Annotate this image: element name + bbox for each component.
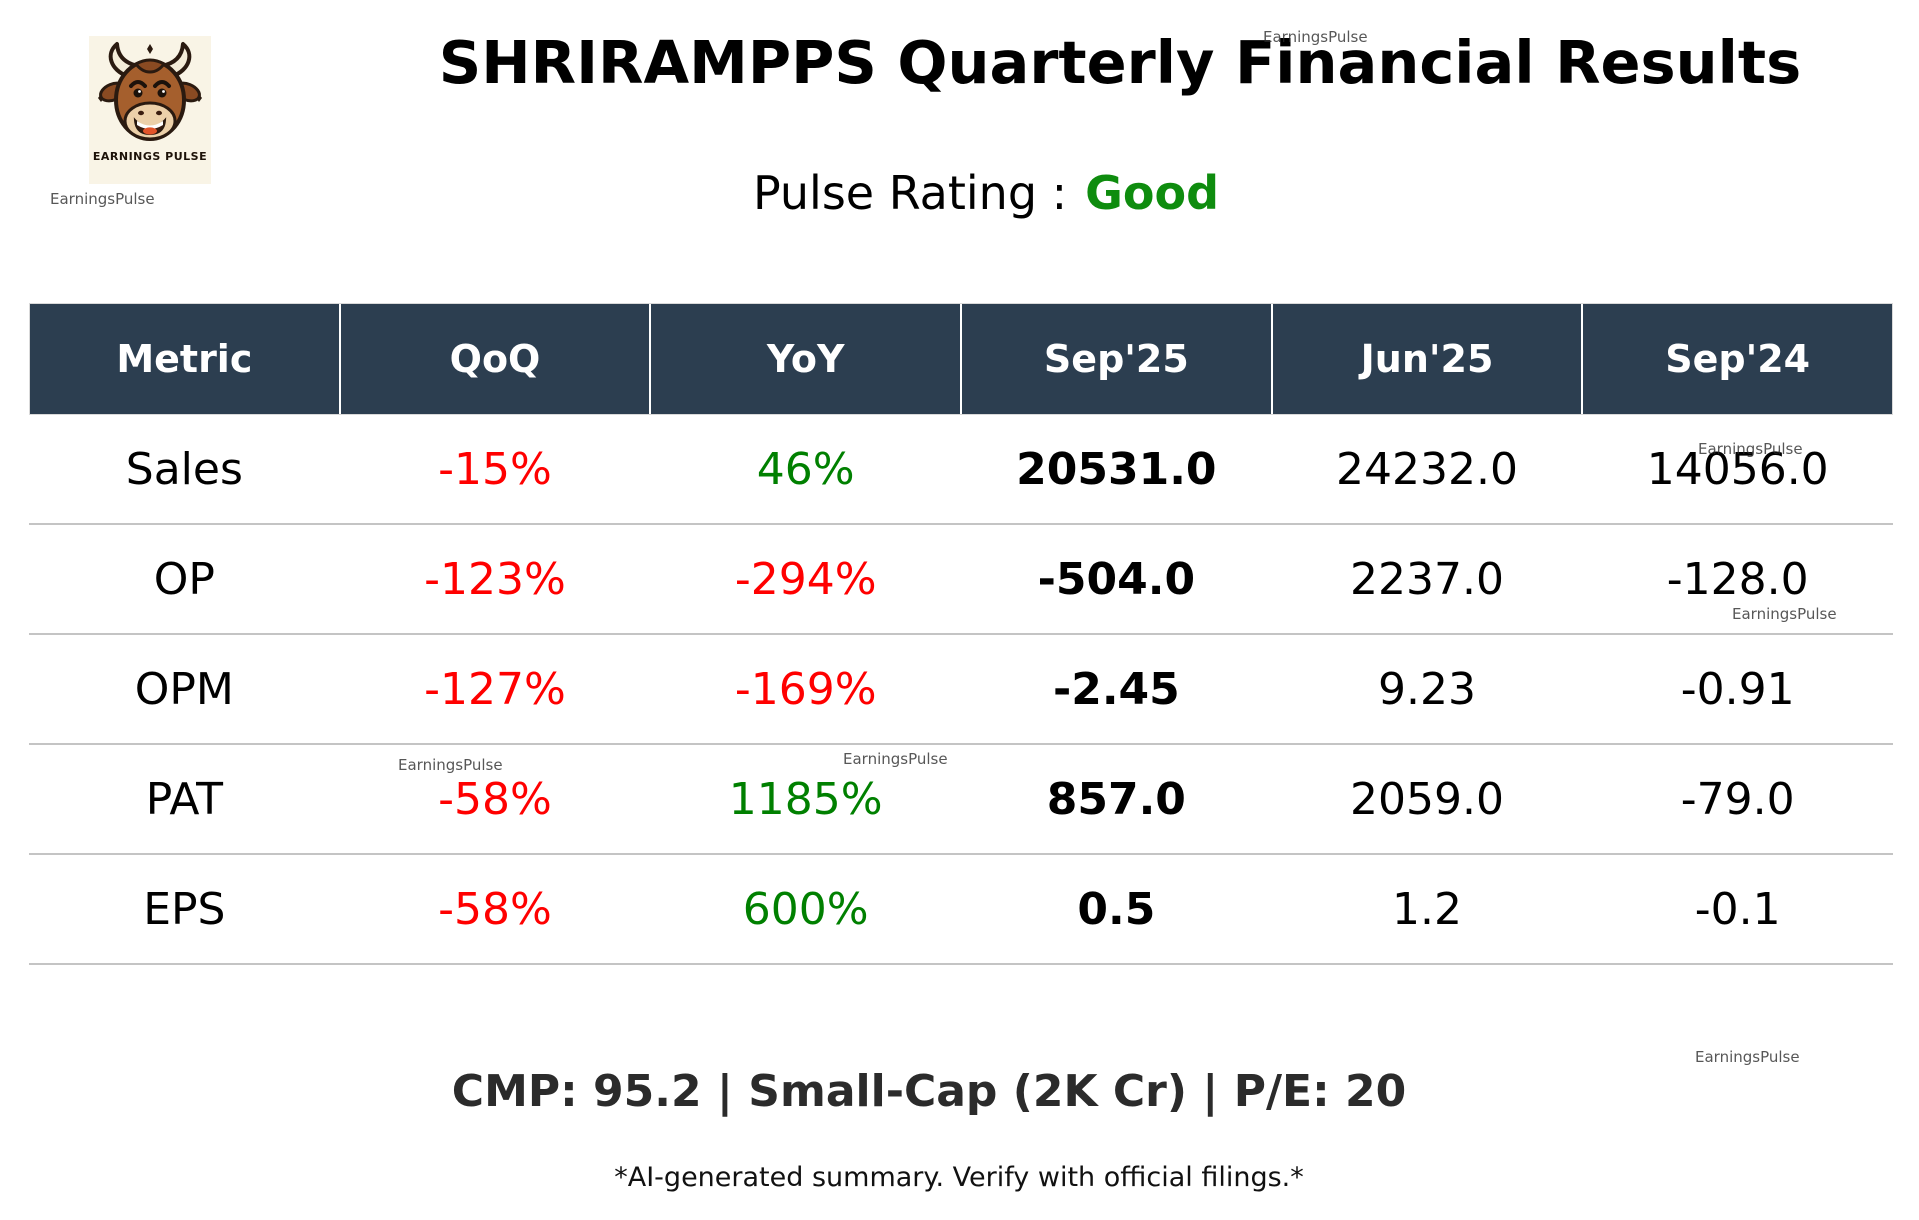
cell-jun25: 2059.0 [1350, 773, 1504, 825]
cell-yoy: 600% [742, 883, 869, 935]
table-row-op: OP -123% -294% -504.0 2237.0 -128.0 [29, 525, 1893, 635]
watermark: EarningsPulse [1263, 28, 1368, 46]
column-header-sep25: Sep'25 [962, 304, 1273, 414]
cell-metric: OP [153, 553, 215, 605]
cell-yoy: 1185% [728, 773, 883, 825]
watermark: EarningsPulse [1732, 605, 1837, 623]
cell-sep24: -0.91 [1680, 663, 1795, 715]
watermark: EarningsPulse [398, 756, 503, 774]
cell-sep24: -128.0 [1666, 553, 1809, 605]
column-header-qoq: QoQ [341, 304, 652, 414]
cell-sep24: 14056.0 [1646, 443, 1829, 495]
cell-metric: OPM [134, 663, 234, 715]
cell-jun25: 2237.0 [1350, 553, 1504, 605]
cell-yoy: 46% [756, 443, 855, 495]
cell-qoq: -58% [438, 883, 552, 935]
cell-sep25: -504.0 [1037, 553, 1196, 605]
table-header-row: Metric QoQ YoY Sep'25 Jun'25 Sep'24 [29, 303, 1893, 415]
cell-jun25: 1.2 [1392, 883, 1463, 935]
watermark: EarningsPulse [1698, 440, 1803, 458]
column-header-yoy: YoY [651, 304, 963, 414]
cell-sep25: 20531.0 [1016, 443, 1217, 495]
cell-jun25: 24232.0 [1336, 443, 1518, 495]
cell-metric: EPS [143, 883, 226, 935]
cell-sep25: 0.5 [1077, 883, 1156, 935]
logo-brand-text: EARNINGS PULSE [92, 150, 208, 163]
page-title: SHRIRAMPPS Quarterly Financial Results [438, 28, 1802, 97]
cmp-summary: CMP: 95.2 | Small-Cap (2K Cr) | P/E: 20 [451, 1066, 1407, 1117]
cell-yoy: -169% [734, 663, 877, 715]
cell-sep25: 857.0 [1046, 773, 1186, 825]
watermark: EarningsPulse [843, 750, 948, 768]
pulse-rating-label: Pulse Rating : [752, 166, 1068, 220]
cell-sep24: -0.1 [1694, 883, 1781, 935]
cell-qoq: -58% [438, 773, 552, 825]
disclaimer-text: *AI-generated summary. Verify with offic… [614, 1162, 1304, 1193]
cell-metric: PAT [145, 773, 223, 825]
earnings-pulse-logo: EARNINGS PULSE [89, 36, 211, 184]
cell-metric: Sales [125, 443, 243, 495]
cell-qoq: -127% [424, 663, 566, 715]
cell-sep25: -2.45 [1052, 663, 1180, 715]
pulse-rating-line: Pulse Rating : Good [753, 166, 1219, 220]
cell-qoq: -15% [438, 443, 552, 495]
table-row-pat: PAT -58% 1185% 857.0 2059.0 -79.0 [29, 745, 1893, 855]
table-row-opm: OPM -127% -169% -2.45 9.23 -0.91 [29, 635, 1893, 745]
table-row-eps: EPS -58% 600% 0.5 1.2 -0.1 [29, 855, 1893, 965]
table-row-sales: Sales -15% 46% 20531.0 24232.0 14056.0 [29, 415, 1893, 525]
watermark: EarningsPulse [1695, 1048, 1800, 1066]
financial-results-table: Metric QoQ YoY Sep'25 Jun'25 Sep'24 Sale… [29, 303, 1893, 965]
watermark: EarningsPulse [50, 190, 155, 208]
column-header-metric: Metric [30, 304, 341, 414]
column-header-sep24: Sep'24 [1665, 337, 1811, 381]
column-header-jun25: Jun'25 [1273, 304, 1584, 414]
bull-icon [98, 42, 202, 141]
cell-jun25: 9.23 [1378, 663, 1476, 715]
pulse-rating-value: Good [1085, 166, 1220, 220]
cell-yoy: -294% [734, 553, 877, 605]
cell-sep24: -79.0 [1680, 773, 1795, 825]
cell-qoq: -123% [424, 553, 566, 605]
